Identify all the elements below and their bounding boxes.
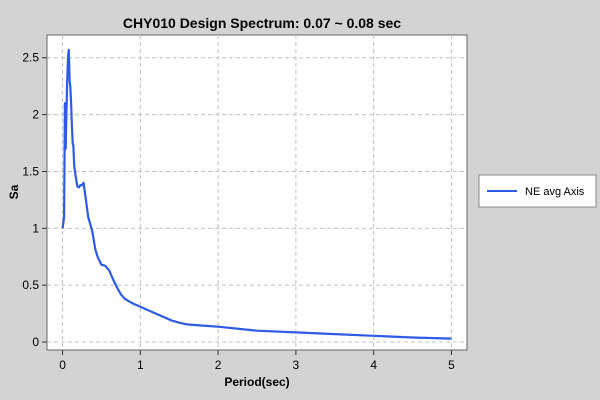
y-axis-label: Sa <box>7 184 21 199</box>
legend: NE avg Axis <box>478 174 597 208</box>
y-tick-label: 2 <box>32 108 39 122</box>
x-tick-label: 3 <box>293 358 300 372</box>
axes: 0 1 2 3 4 5 0 0.5 1 1.5 2 2.5 <box>22 51 455 372</box>
legend-entry-label: NE avg Axis <box>525 186 585 198</box>
x-axis-label: Period(sec) <box>224 375 289 389</box>
y-tick-label: 0.5 <box>22 278 39 292</box>
plot-area <box>46 34 468 351</box>
chart-title: CHY010 Design Spectrum: 0.07 ~ 0.08 sec <box>123 15 401 31</box>
y-tick-label: 0 <box>32 335 39 349</box>
grid-lines <box>47 35 467 350</box>
x-tick-label: 1 <box>137 358 144 372</box>
x-tick-label: 4 <box>370 358 377 372</box>
y-tick-label: 2.5 <box>22 51 39 65</box>
series-line-0 <box>61 48 452 340</box>
y-tick-label: 1 <box>32 221 39 235</box>
x-tick-label: 0 <box>59 358 66 372</box>
series-layer <box>61 48 452 340</box>
x-tick-label: 5 <box>448 358 455 372</box>
y-tick-label: 1.5 <box>22 164 39 178</box>
x-tick-label: 2 <box>215 358 222 372</box>
